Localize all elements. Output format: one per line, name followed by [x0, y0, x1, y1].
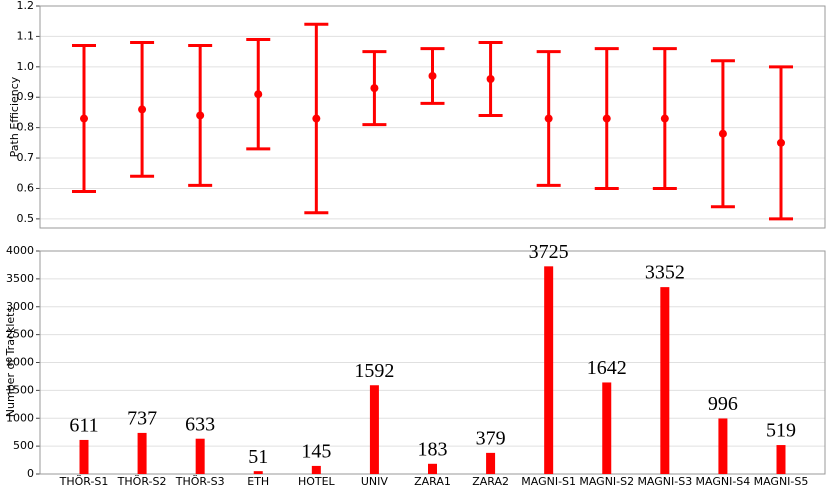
x-tick-label: MAGNI-S3	[637, 475, 692, 488]
y-tick-label: 0	[27, 467, 34, 480]
y-tick-label: 1.2	[17, 0, 35, 12]
x-tick-label: THÖR-S3	[175, 475, 225, 488]
y-tick-label: 0.6	[17, 181, 35, 194]
x-tick-label: MAGNI-S4	[696, 475, 751, 488]
x-tick-label: THÖR-S1	[59, 475, 109, 488]
y-tick-label: 1.0	[17, 60, 35, 73]
y-tick-label: 1500	[6, 383, 34, 396]
y-tick-label: 0.8	[17, 121, 35, 134]
bar	[718, 418, 728, 474]
bar	[660, 287, 670, 474]
y-tick-label: 3500	[6, 272, 34, 285]
mean-point	[660, 114, 669, 123]
mean-point	[138, 105, 147, 114]
y-tick-label: 1.1	[17, 29, 35, 42]
mean-point	[777, 138, 785, 147]
data-label: 3352	[645, 262, 685, 284]
data-label: 633	[185, 413, 215, 435]
data-label: 737	[127, 408, 157, 430]
mean-point	[370, 84, 379, 93]
data-label: 611	[69, 415, 98, 437]
plot-frame	[39, 5, 826, 229]
mean-point	[486, 74, 495, 83]
y-tick-label: 0.9	[17, 90, 35, 103]
bar	[369, 385, 379, 474]
bar	[195, 438, 205, 474]
bar	[776, 445, 786, 474]
x-tick-label: MAGNI-S5	[754, 475, 809, 488]
mean-point	[428, 71, 437, 80]
mean-point	[80, 114, 88, 123]
x-tick-label: ZARA2	[472, 475, 509, 488]
data-label: 1592	[354, 360, 394, 382]
y-tick-label: 1000	[6, 411, 34, 424]
y-tick-label: 4000	[6, 244, 34, 257]
mean-point	[544, 114, 553, 123]
y-tick-label: 500	[13, 439, 34, 452]
bar	[79, 439, 89, 474]
x-tick-label: HOTEL	[298, 475, 336, 488]
bar	[137, 432, 147, 474]
x-tick-label: MAGNI-S1	[521, 475, 576, 488]
x-tick-label: UNIV	[361, 475, 389, 488]
mean-point	[254, 90, 263, 99]
bar	[428, 463, 437, 474]
x-tick-label: THÖR-S2	[117, 475, 167, 488]
data-label: 996	[708, 393, 738, 415]
bar	[486, 452, 496, 474]
data-label: 183	[418, 438, 448, 460]
data-label: 379	[476, 427, 506, 449]
mean-point	[196, 111, 205, 120]
y-tick-label: 0.5	[17, 212, 35, 225]
data-label: 3725	[529, 241, 569, 263]
bar	[544, 266, 554, 474]
mean-point	[718, 129, 727, 138]
mean-point	[312, 114, 321, 123]
y-tick-label: 3000	[6, 300, 34, 313]
bar	[602, 382, 612, 474]
x-tick-label: MAGNI-S2	[579, 475, 634, 488]
y-axis-label: Path Efficiency	[8, 76, 21, 157]
bar	[253, 471, 263, 474]
x-tick-label: ZARA1	[414, 475, 451, 488]
y-axis-label: Number of Tracklets	[4, 307, 17, 418]
y-tick-label: 0.7	[17, 151, 35, 164]
data-label: 1642	[587, 357, 627, 379]
mean-point	[602, 114, 611, 123]
y-tick-label: 2000	[6, 356, 34, 369]
data-label: 51	[248, 446, 268, 468]
bar	[311, 465, 321, 474]
data-label: 145	[301, 441, 331, 463]
data-label: 519	[766, 420, 796, 442]
x-tick-label: ETH	[247, 475, 269, 488]
y-tick-label: 2500	[6, 328, 34, 341]
